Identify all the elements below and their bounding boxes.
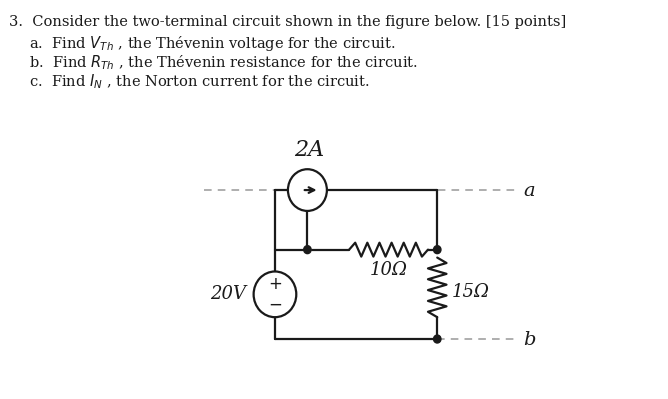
Text: c.  Find $I_N$ , the Norton current for the circuit.: c. Find $I_N$ , the Norton current for t… — [29, 72, 370, 91]
Text: b.  Find $R_{Th}$ , the Thévenin resistance for the circuit.: b. Find $R_{Th}$ , the Thévenin resistan… — [29, 53, 418, 72]
Circle shape — [288, 169, 327, 211]
Text: a.  Find $V_{Th}$ , the Thévenin voltage for the circuit.: a. Find $V_{Th}$ , the Thévenin voltage … — [29, 34, 395, 53]
Circle shape — [304, 246, 311, 254]
Text: +: + — [268, 275, 282, 293]
Text: −: − — [268, 295, 282, 313]
Circle shape — [434, 335, 441, 343]
Text: a: a — [524, 182, 535, 200]
Text: 10Ω: 10Ω — [369, 261, 407, 279]
Text: 15Ω: 15Ω — [452, 283, 490, 301]
Text: 2A: 2A — [294, 139, 325, 161]
Circle shape — [434, 246, 441, 254]
Text: 3.  Consider the two-terminal circuit shown in the figure below. [15 points]: 3. Consider the two-terminal circuit sho… — [9, 15, 566, 29]
Circle shape — [254, 271, 297, 317]
Text: b: b — [524, 331, 536, 349]
Text: 20V: 20V — [210, 285, 246, 303]
